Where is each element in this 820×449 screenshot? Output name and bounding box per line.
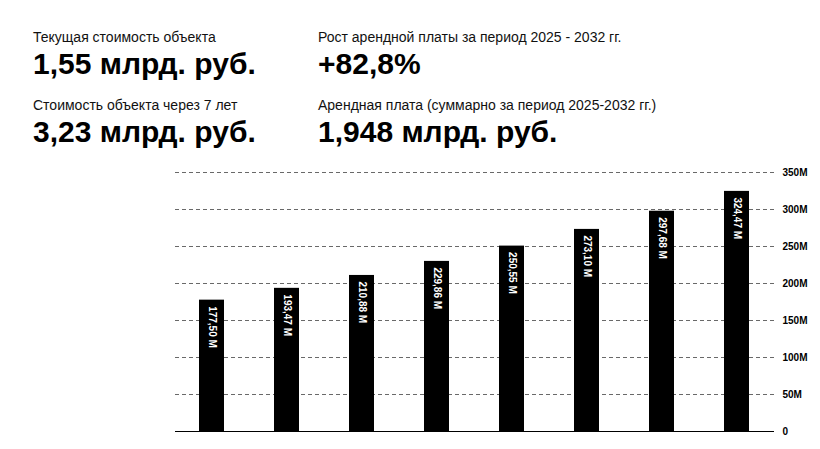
svg-text:100M: 100M — [783, 352, 808, 363]
svg-text:229,86 M: 229,86 M — [432, 267, 443, 309]
svg-text:273,10 M: 273,10 M — [582, 235, 593, 277]
html-text:1,55 млрд. руб.: 1,55 млрд. руб. — [33, 47, 256, 80]
svg-text:177,50 M: 177,50 M — [207, 306, 218, 348]
svg-text:300M: 300M — [783, 204, 808, 215]
html-text:Рост арендной платы за период: Рост арендной платы за период 2025 - 203… — [318, 29, 622, 45]
html-text:Арендная плата (суммарно за пе: Арендная плата (суммарно за период 2025-… — [318, 97, 657, 113]
svg-text:250M: 250M — [783, 241, 808, 252]
svg-text:210,88 M: 210,88 M — [357, 281, 368, 323]
svg-text:297,68 M: 297,68 M — [657, 217, 668, 259]
svg-text:0: 0 — [783, 426, 789, 437]
html-text:Стоимость объекта через 7 лет: Стоимость объекта через 7 лет — [33, 97, 238, 113]
html-text:+82,8%: +82,8% — [318, 47, 421, 80]
html-text:Текущая стоимость объекта: Текущая стоимость объекта — [33, 29, 216, 45]
svg-text:250,55 M: 250,55 M — [507, 252, 518, 294]
svg-text:324,47 M: 324,47 M — [732, 197, 743, 239]
html-text:1,948 млрд. руб.: 1,948 млрд. руб. — [318, 115, 558, 148]
svg-text:150M: 150M — [783, 315, 808, 326]
svg-text:50M: 50M — [783, 389, 802, 400]
svg-text:200M: 200M — [783, 278, 808, 289]
svg-text:193,47 M: 193,47 M — [282, 294, 293, 336]
html-text:3,23 млрд. руб.: 3,23 млрд. руб. — [33, 115, 256, 148]
svg-text:350M: 350M — [783, 167, 808, 178]
